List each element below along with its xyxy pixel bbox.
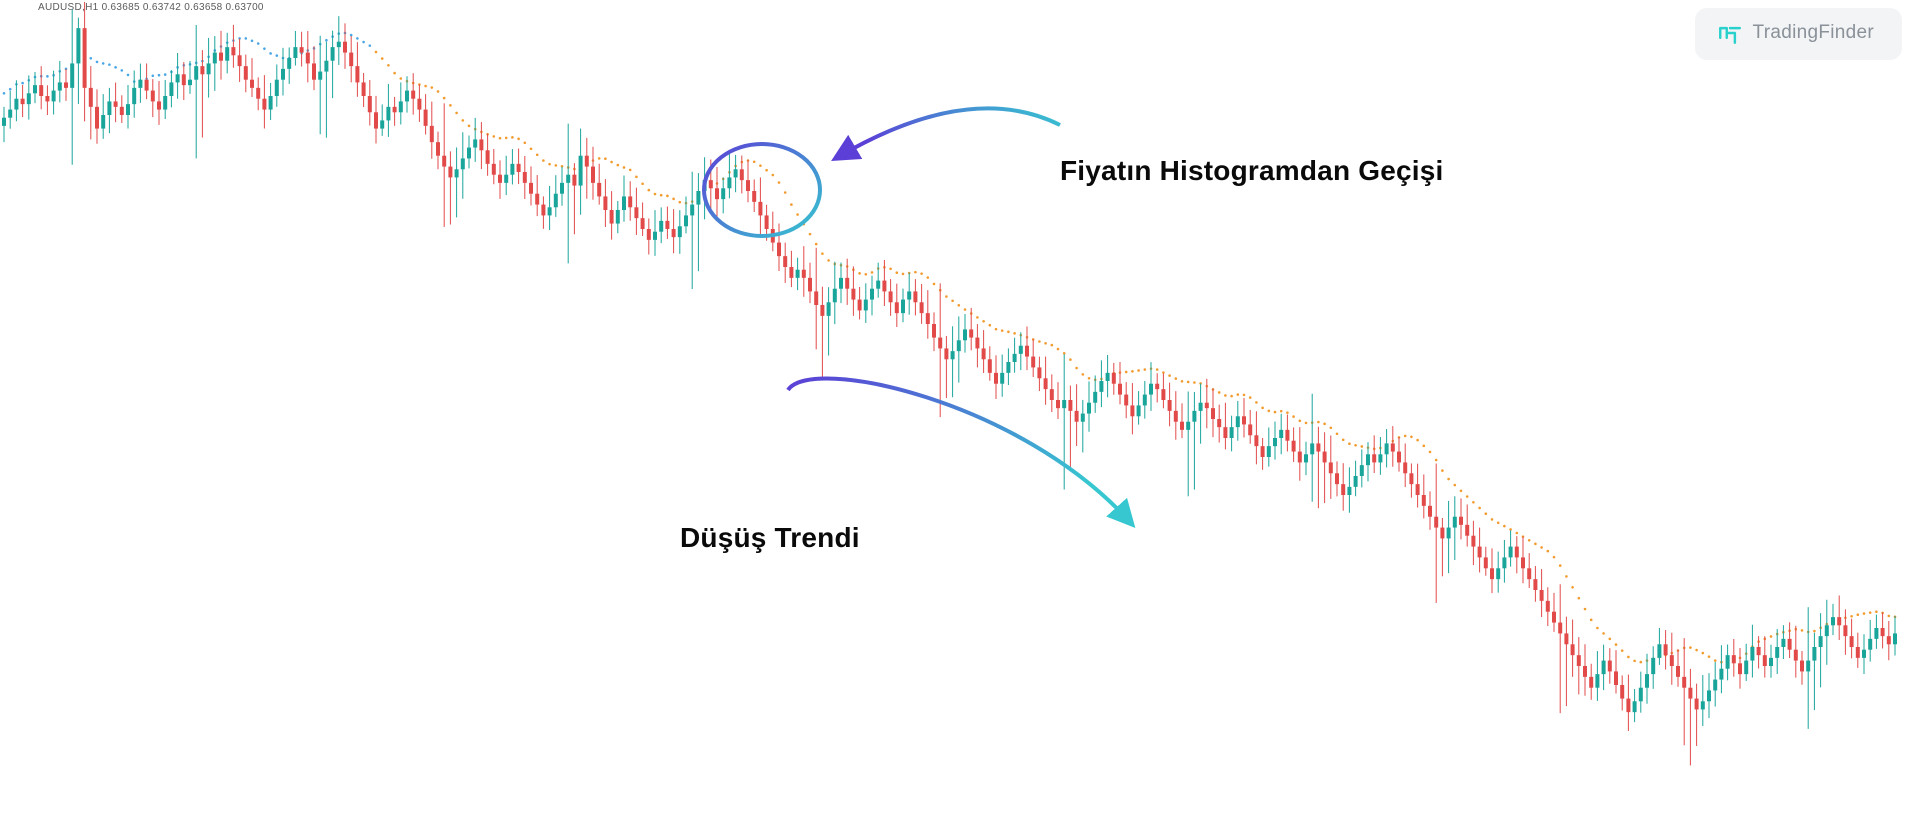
- annotation-label-crossing: Fiyatın Histogramdan Geçişi: [1060, 155, 1444, 187]
- annotation-label-downtrend: Düşüş Trendi: [680, 522, 860, 554]
- candlestick-chart: [0, 0, 1920, 840]
